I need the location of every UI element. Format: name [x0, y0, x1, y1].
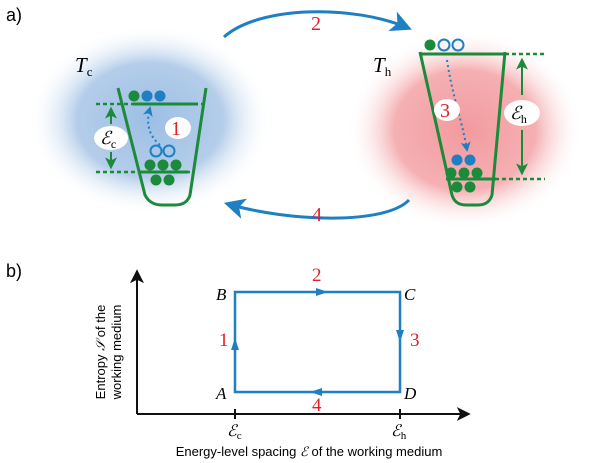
particle [163, 174, 175, 186]
step-4-label: 4 [312, 204, 322, 226]
hot-potential-well [418, 51, 507, 207]
vacancy [437, 38, 451, 52]
particle [141, 90, 153, 102]
cold-potential-well [116, 87, 208, 207]
corner-D: D [403, 384, 417, 403]
step-1-label: 1 [171, 118, 181, 140]
b-step-3: 3 [410, 330, 420, 351]
arrow-D-to-A [310, 388, 322, 396]
arrow-B-to-C [316, 288, 328, 296]
particle [157, 159, 169, 171]
particle [424, 39, 436, 51]
vacancy [451, 38, 465, 52]
step-2-label: 2 [311, 13, 321, 35]
particle [451, 154, 463, 166]
particle [150, 174, 162, 186]
particle [464, 181, 476, 193]
particle [128, 90, 140, 102]
arrow-C-to-D [396, 330, 404, 342]
y-axis-label-line2: working medium [109, 305, 124, 401]
cold-gap-label: ℰc [100, 128, 116, 151]
particle [451, 181, 463, 193]
particle [154, 90, 166, 102]
cold-reservoir: Tc ℰc 1 [28, 25, 272, 215]
hot-temp-symbol: Th [373, 53, 392, 79]
b-step-2: 2 [312, 265, 322, 286]
corner-C: C [404, 285, 416, 304]
hot-relaxation-arrow [446, 59, 471, 152]
y-axis-label-line1: Entropy 𝒮 of the [93, 305, 108, 400]
corner-B: B [216, 285, 227, 304]
step-3-bg [434, 99, 460, 121]
cold-gap-label-bg [94, 126, 128, 150]
x-tick-label-h: ℰh [391, 423, 407, 442]
particle [445, 167, 457, 179]
x-tick-label-c: ℰc [227, 423, 242, 442]
cold-reservoir-blob [28, 25, 272, 215]
vacancy [162, 144, 176, 158]
particle [471, 167, 483, 179]
stroke-4-arrow [223, 198, 411, 220]
step-1-bg [165, 117, 191, 139]
cold-temp-symbol: Tc [75, 53, 93, 79]
corner-A: A [215, 384, 227, 403]
stroke-2-arrow [223, 10, 412, 39]
vacancy [149, 144, 163, 158]
particle [170, 159, 182, 171]
arrow-A-to-B [231, 338, 239, 350]
step-3-label: 3 [440, 100, 450, 122]
x-axis-label: Energy-level spacing ℰ of the working me… [176, 444, 443, 459]
b-step-1: 1 [219, 330, 229, 351]
panel-a-label: a) [6, 5, 22, 25]
b-step-4: 4 [312, 395, 322, 416]
cold-excitation-arrow [142, 106, 161, 146]
panel-b-label: b) [6, 261, 22, 281]
cycle-rectangle [233, 290, 402, 394]
hot-gap-label: ℰh [510, 103, 527, 126]
particle [458, 167, 470, 179]
hot-gap-label-bg [504, 100, 540, 126]
particle [144, 159, 156, 171]
particle [464, 154, 476, 166]
y-axis-label: Entropy 𝒮 of the working medium [93, 305, 124, 401]
hot-reservoir: Th 3 ℰh [347, 30, 583, 230]
